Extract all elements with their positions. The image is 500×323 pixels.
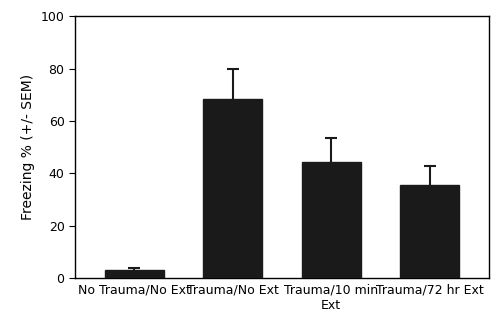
Bar bbox=[302, 162, 361, 278]
Bar bbox=[400, 185, 460, 278]
Bar bbox=[203, 99, 262, 278]
Y-axis label: Freezing % (+/- SEM): Freezing % (+/- SEM) bbox=[21, 74, 35, 220]
Bar bbox=[104, 270, 164, 278]
